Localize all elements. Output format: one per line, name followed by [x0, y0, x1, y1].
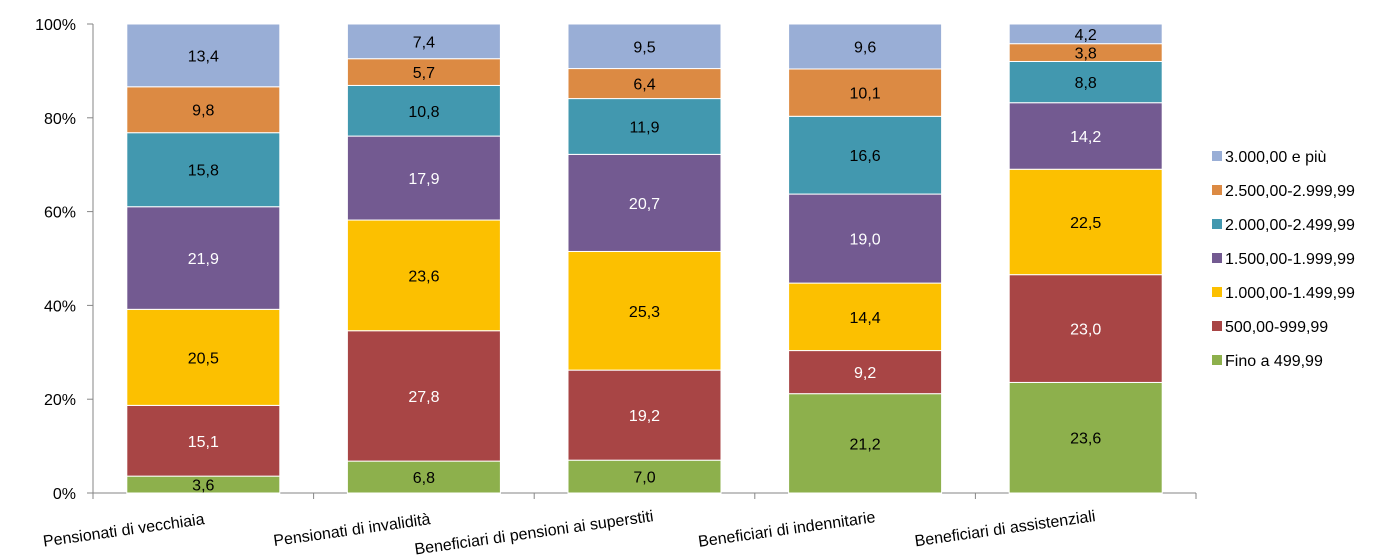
bar-segment [346, 330, 501, 462]
category-label: Pensionati di vecchiaia [42, 511, 206, 551]
data-label: 20,5 [188, 350, 219, 367]
bar-segment [126, 23, 281, 88]
data-label: 19,0 [850, 232, 881, 249]
y-tick-label: 80% [44, 111, 76, 128]
data-label: 23,0 [1070, 322, 1101, 339]
legend-swatch [1212, 287, 1222, 297]
bar-segment [126, 206, 281, 310]
data-label: 9,2 [854, 365, 876, 382]
data-label: 10,1 [850, 86, 881, 103]
bar-segment [346, 219, 501, 332]
data-label: 7,0 [633, 470, 655, 487]
bar-segment [567, 153, 722, 252]
data-label: 15,8 [188, 163, 219, 180]
data-labels: 3,6 15,1 20,5 21,9 15,8 9,8 13,4 6,8 27,8 23,6 17,… [188, 27, 1102, 495]
category-label: Beneficiari di pensioni ai superstiti [414, 508, 655, 557]
bar-segment [126, 404, 281, 477]
x-axis [92, 492, 1197, 499]
data-label: 6,8 [413, 470, 435, 487]
legend-swatch [1212, 253, 1222, 263]
bar-segment [126, 86, 281, 134]
legend-swatch [1212, 185, 1222, 195]
y-axis: 0% 20% 40% 60% 80% 100% [35, 17, 94, 503]
data-label: 4,2 [1075, 27, 1097, 44]
legend-label: 2.500,00-2.999,99 [1225, 183, 1355, 200]
data-label: 9,6 [854, 39, 876, 56]
y-tick-label: 20% [44, 392, 76, 409]
legend-label: 1.500,00-1.999,99 [1225, 251, 1355, 268]
data-label: 14,2 [1070, 129, 1101, 146]
bar-segment [346, 58, 501, 86]
legend-label: 1.000,00-1.499,99 [1225, 285, 1355, 302]
bar-segment [788, 23, 943, 70]
data-label: 20,7 [629, 196, 660, 213]
data-label: 11,9 [630, 119, 660, 136]
bar-segment [1008, 23, 1163, 45]
data-label: 22,5 [1070, 215, 1101, 232]
bar-segment [1008, 102, 1163, 170]
data-label: 27,8 [408, 389, 439, 406]
data-label: 21,9 [188, 251, 219, 268]
data-label: 17,9 [408, 171, 439, 188]
legend-swatch [1212, 219, 1222, 229]
data-label: 8,8 [1075, 75, 1097, 92]
legend-swatch [1212, 151, 1222, 161]
data-label: 25,3 [629, 304, 660, 321]
data-label: 3,6 [192, 478, 214, 495]
y-tick-label: 60% [44, 205, 76, 222]
data-label: 5,7 [413, 65, 435, 82]
bars [126, 23, 1163, 494]
legend-swatch [1212, 321, 1222, 331]
bar-segment [567, 98, 722, 155]
data-label: 3,8 [1075, 46, 1097, 63]
legend: 3.000,00 e più 2.500,00-2.999,99 2.000,00-… [1212, 149, 1355, 370]
data-label: 23,6 [408, 268, 439, 285]
legend-label: 500,00-999,99 [1225, 319, 1328, 336]
bar-segment [567, 369, 722, 461]
bar-segment [788, 350, 943, 395]
bar-segment [1008, 60, 1163, 104]
data-label: 13,4 [188, 48, 219, 65]
category-labels: Pensionati di vecchiaia Pensionati di inv… [42, 508, 1097, 557]
data-label: 9,8 [192, 103, 214, 120]
bar-segment [567, 250, 722, 371]
category-label: Pensionati di invalidità [272, 511, 431, 550]
data-label: 15,1 [188, 434, 219, 451]
y-tick-label: 0% [53, 486, 76, 503]
bar-segment [1008, 168, 1163, 276]
bar-segment [346, 23, 501, 60]
data-label: 14,4 [850, 310, 881, 327]
bar-segment [788, 115, 943, 195]
legend-label: 3.000,00 e più [1225, 149, 1326, 166]
bar-segment [788, 393, 943, 494]
data-label: 9,5 [633, 39, 655, 56]
data-label: 19,2 [629, 408, 660, 425]
data-label: 7,4 [413, 34, 435, 51]
y-tick-label: 100% [35, 17, 76, 34]
category-label: Beneficiari di assistenziali [914, 508, 1097, 550]
data-label: 21,2 [850, 436, 881, 453]
bar-segment [346, 135, 501, 221]
data-label: 23,6 [1070, 431, 1101, 448]
category-label: Beneficiari di indennitarie [697, 509, 877, 551]
bar-segment [126, 308, 281, 406]
legend-label: 2.000,00-2.499,99 [1225, 217, 1355, 234]
bar-segment [567, 68, 722, 100]
data-label: 6,4 [633, 77, 655, 94]
data-label: 16,6 [850, 148, 881, 165]
bar-segment [788, 193, 943, 284]
legend-swatch [1212, 355, 1222, 365]
legend-label: Fino a 499,99 [1225, 353, 1323, 370]
data-label: 10,8 [408, 104, 439, 121]
bar-segment [788, 282, 943, 352]
bar-segment [567, 23, 722, 70]
bar-segment [567, 459, 722, 494]
y-tick-label: 40% [44, 298, 76, 315]
bar-segment [126, 132, 281, 208]
